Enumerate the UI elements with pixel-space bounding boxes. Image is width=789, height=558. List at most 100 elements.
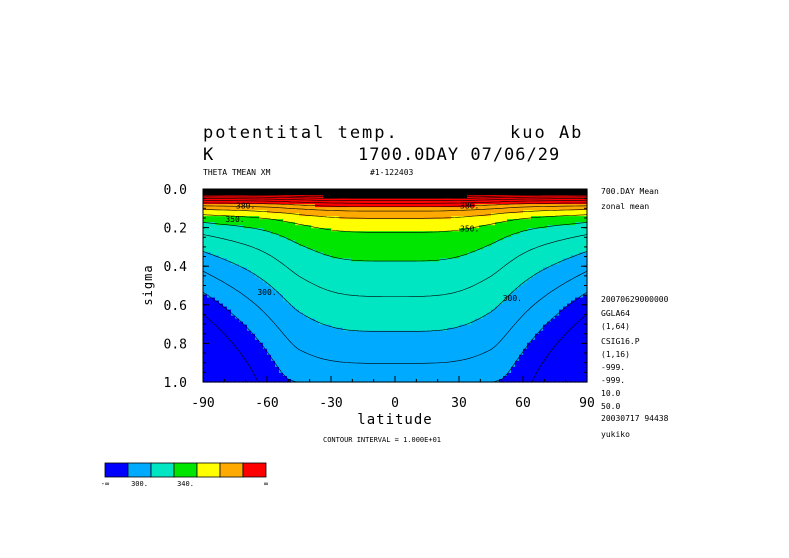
field-cell xyxy=(547,291,552,296)
field-cell xyxy=(571,255,576,259)
field-cell xyxy=(447,255,452,259)
field-cell xyxy=(503,216,508,220)
field-cell xyxy=(547,342,552,347)
field-cell xyxy=(347,318,352,323)
field-cell xyxy=(383,252,388,256)
field-cell xyxy=(303,300,308,305)
field-cell xyxy=(387,270,392,275)
field-cell xyxy=(275,288,280,293)
field-cell xyxy=(459,321,464,326)
field-cell xyxy=(291,195,296,199)
field-cell xyxy=(551,282,556,287)
field-cell xyxy=(263,279,268,284)
field-cell xyxy=(207,288,212,293)
field-cell xyxy=(495,303,500,308)
field-cell xyxy=(491,285,496,290)
field-cell xyxy=(439,270,444,275)
field-cell xyxy=(391,291,396,296)
field-cell xyxy=(259,285,264,290)
field-cell xyxy=(535,285,540,290)
field-cell xyxy=(527,294,532,299)
field-cell xyxy=(339,312,344,317)
field-cell xyxy=(515,195,520,199)
field-cell xyxy=(251,318,256,323)
field-cell xyxy=(403,222,408,226)
field-cell xyxy=(531,324,536,329)
field-cell xyxy=(579,318,584,323)
field-cell xyxy=(207,327,212,332)
field-cell xyxy=(411,339,416,344)
field-cell xyxy=(239,201,244,205)
field-cell xyxy=(439,330,444,335)
field-cell xyxy=(579,219,584,223)
field-cell xyxy=(539,315,544,320)
field-cell xyxy=(275,207,280,211)
field-cell xyxy=(315,222,320,226)
field-cell xyxy=(383,297,388,302)
field-cell xyxy=(451,234,456,238)
field-cell xyxy=(555,333,560,338)
field-cell xyxy=(451,252,456,256)
field-cell xyxy=(335,327,340,332)
field-cell xyxy=(327,261,332,265)
field-cell xyxy=(571,246,576,250)
field-cell xyxy=(435,213,440,217)
field-cell xyxy=(427,237,432,241)
field-cell xyxy=(211,279,216,284)
field-cell xyxy=(363,246,368,250)
field-cell xyxy=(439,213,444,217)
field-cell xyxy=(507,246,512,250)
field-cell xyxy=(367,219,372,223)
field-cell xyxy=(375,309,380,314)
field-cell xyxy=(531,300,536,305)
field-cell xyxy=(431,303,436,308)
field-cell xyxy=(343,270,348,275)
field-cell xyxy=(483,258,488,262)
field-cell xyxy=(299,261,304,265)
field-cell xyxy=(511,324,516,329)
field-cell xyxy=(543,231,548,235)
field-cell xyxy=(479,255,484,259)
field-cell xyxy=(443,213,448,217)
field-cell xyxy=(235,339,240,344)
field-cell xyxy=(503,228,508,232)
field-cell xyxy=(483,342,488,347)
field-cell xyxy=(503,258,508,262)
field-cell xyxy=(287,288,292,293)
field-cell xyxy=(415,315,420,320)
field-cell xyxy=(499,279,504,284)
field-cell xyxy=(271,339,276,344)
field-cell xyxy=(307,279,312,284)
field-cell xyxy=(411,252,416,256)
field-cell xyxy=(555,300,560,305)
field-cell xyxy=(299,201,304,205)
field-cell xyxy=(263,342,268,347)
field-cell xyxy=(483,261,488,265)
field-cell xyxy=(295,264,300,269)
field-cell xyxy=(343,279,348,284)
field-cell xyxy=(343,330,348,335)
field-cell xyxy=(315,333,320,338)
field-cell xyxy=(407,258,412,262)
field-cell xyxy=(379,279,384,284)
field-cell xyxy=(343,318,348,323)
field-cell xyxy=(339,225,344,229)
field-cell xyxy=(323,309,328,314)
field-cell xyxy=(563,258,568,262)
field-cell xyxy=(275,339,280,344)
field-cell xyxy=(359,207,364,211)
field-cell xyxy=(515,279,520,284)
field-cell xyxy=(255,300,260,305)
field-cell xyxy=(295,255,300,259)
field-cell xyxy=(443,237,448,241)
field-cell xyxy=(407,339,412,344)
field-cell xyxy=(479,225,484,229)
field-cell xyxy=(379,342,384,347)
field-cell xyxy=(275,279,280,284)
field-cell xyxy=(543,240,548,244)
field-cell xyxy=(559,288,564,293)
field-cell xyxy=(383,201,388,205)
field-cell xyxy=(519,216,524,220)
field-cell xyxy=(487,321,492,326)
field-cell xyxy=(315,237,320,241)
